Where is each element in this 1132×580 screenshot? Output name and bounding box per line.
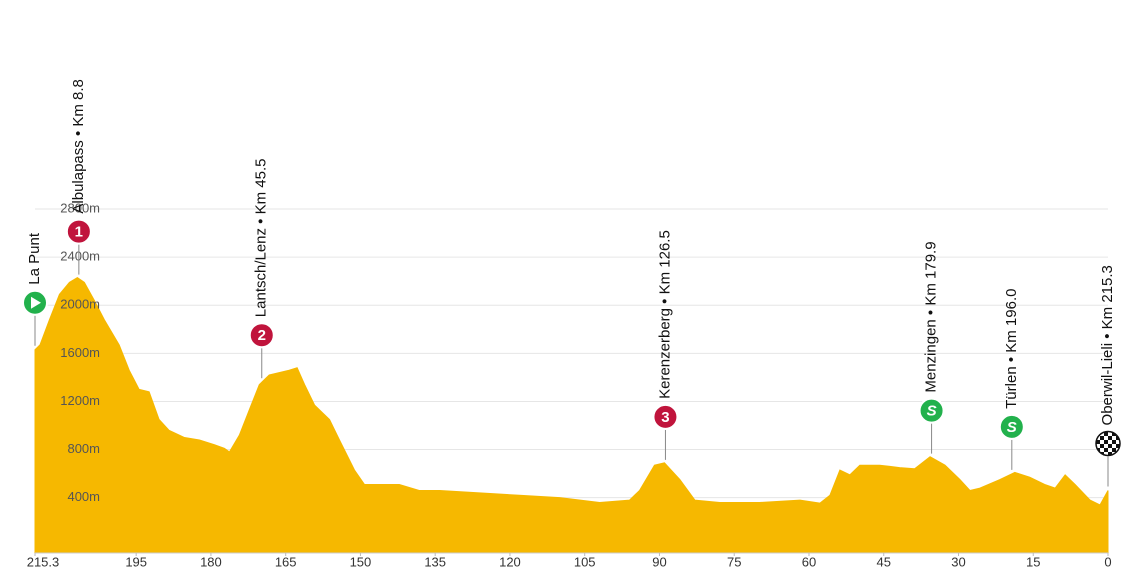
waypoint-label: Lantsch/Lenz • Km 45.5: [253, 159, 270, 318]
waypoint-icon: [998, 413, 1025, 440]
waypoint-label: Menzingen • Km 179.9: [923, 241, 940, 392]
y-tick-label: 1600m: [60, 345, 100, 360]
y-tick-label: 2800m: [60, 200, 100, 215]
waypoint-label: La Punt: [26, 232, 43, 285]
x-tick-label: 180: [200, 554, 222, 569]
waypoint-label: Oberwil-Lieli • Km 215.3: [1099, 265, 1116, 425]
waypoint-icon: [248, 322, 275, 349]
waypoints: La Punt 1 Albulapass • Km 8.8 2 Lantsch/Lenz…: [22, 79, 1121, 487]
y-tick-label: 2400m: [60, 249, 100, 264]
y-tick-label: 1200m: [60, 393, 100, 408]
waypoint-icon: [918, 397, 945, 424]
waypoint-badge: 1: [75, 224, 83, 241]
elevation-area: [34, 276, 1109, 554]
waypoint-label: Albulapass • Km 8.8: [70, 79, 87, 214]
waypoint-badge: S: [1007, 419, 1017, 436]
x-tick-label: 15: [1026, 554, 1040, 569]
y-tick-label: 400m: [67, 489, 100, 504]
x-tick-label: 45: [876, 554, 890, 569]
waypoint-badge: S: [927, 403, 937, 420]
waypoint-icon: [652, 403, 679, 430]
waypoint-badge: 3: [661, 409, 669, 426]
finish-icon: [1095, 430, 1121, 457]
waypoint-label: Kerenzerberg • Km 126.5: [656, 230, 673, 399]
profile: [34, 276, 1109, 554]
waypoint: 1 Albulapass • Km 8.8: [65, 79, 92, 275]
x-tick-label: 60: [802, 554, 816, 569]
waypoint: 3 Kerenzerberg • Km 126.5: [652, 230, 679, 460]
x-tick-label: 90: [652, 554, 666, 569]
y-tick-label: 2000m: [60, 297, 100, 312]
x-tick-label: 75: [727, 554, 741, 569]
x-tick-label: 0: [1104, 554, 1111, 569]
x-tick-label: 135: [424, 554, 446, 569]
x-tick-label: 195: [125, 554, 147, 569]
waypoint: S Türlen • Km 196.0: [998, 289, 1025, 470]
x-tick-label: 165: [275, 554, 297, 569]
x-tick-label: 150: [350, 554, 372, 569]
waypoint-label: Türlen • Km 196.0: [1003, 289, 1020, 409]
waypoint: La Punt: [22, 232, 48, 346]
x-tick-label: 120: [499, 554, 521, 569]
x-tick-label: 215.3: [27, 554, 60, 569]
y-tick-label: 800m: [67, 441, 100, 456]
start-arrow: [31, 296, 41, 309]
x-tick-label: 30: [951, 554, 965, 569]
waypoint-icon: [65, 218, 92, 245]
waypoint: Oberwil-Lieli • Km 215.3: [1095, 265, 1121, 487]
x-tick-label: 105: [574, 554, 596, 569]
waypoint: S Menzingen • Km 179.9: [918, 241, 945, 454]
waypoint: 2 Lantsch/Lenz • Km 45.5: [248, 159, 275, 379]
waypoint-badge: 2: [258, 327, 266, 344]
